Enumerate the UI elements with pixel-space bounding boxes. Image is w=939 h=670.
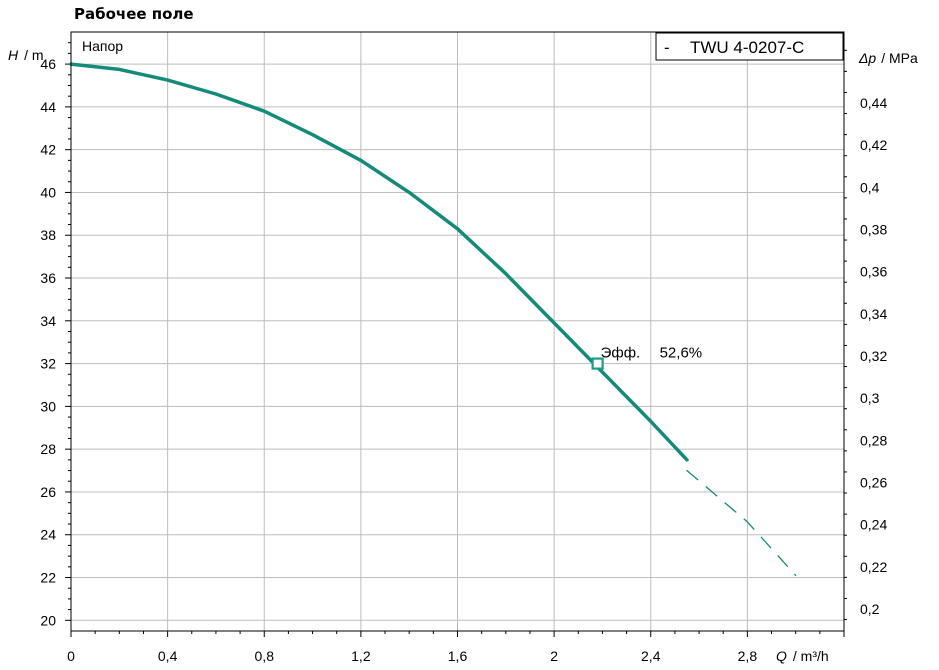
y-left-tick-label: 36 — [40, 270, 56, 286]
efficiency-point — [591, 357, 604, 370]
y-left-tick-label: 40 — [40, 184, 56, 200]
y-left-tick-label: 22 — [40, 570, 56, 586]
y-right-tick-label: 0,2 — [860, 601, 880, 617]
y-left-tick-label: 42 — [40, 142, 56, 158]
y-right-tick-label: 0,3 — [860, 390, 880, 406]
efficiency-label: Эфф. — [601, 345, 641, 362]
labels: 20222426283032343638404244460,20,220,240… — [8, 32, 918, 664]
x-tick-label: 2,4 — [641, 648, 661, 664]
y-right-tick-label: 0,42 — [860, 137, 887, 153]
y-right-tick-label: 0,24 — [860, 517, 887, 533]
x-tick-label: 2,8 — [738, 648, 758, 664]
y-right-tick-label: 0,32 — [860, 348, 887, 364]
x-tick-label: 2 — [550, 648, 558, 664]
y-left-tick-label: 32 — [40, 356, 56, 372]
chart-title: Рабочее поле — [74, 5, 194, 23]
y-left-tick-label: 28 — [40, 441, 56, 457]
y-right-tick-label: 0,44 — [860, 95, 887, 111]
legend-label: TWU 4-0207-C — [690, 38, 804, 57]
y-left-tick-label: 20 — [40, 612, 56, 628]
minor-ticks — [65, 42, 847, 637]
grid — [71, 32, 844, 631]
x-tick-label: 1,6 — [448, 648, 468, 664]
y-right-axis-label: Δp / MPa — [858, 50, 918, 66]
legend-box — [655, 32, 844, 61]
y-left-tick-label: 26 — [40, 484, 56, 500]
x-tick-label: 0 — [67, 648, 75, 664]
plot-frame — [70, 31, 845, 632]
y-right-tick-label: 0,28 — [860, 432, 887, 448]
efficiency-value: 52,6% — [660, 345, 703, 362]
y-left-tick-label: 38 — [40, 227, 56, 243]
y-right-tick-label: 0,36 — [860, 264, 887, 280]
y-right-tick-label: 0,4 — [860, 179, 880, 195]
y-left-tick-label: 46 — [40, 56, 56, 72]
series-line — [69, 62, 689, 462]
x-tick-label: 0,8 — [255, 648, 275, 664]
y-left-tick-label: 30 — [40, 398, 56, 414]
x-tick-label: 1,2 — [351, 648, 371, 664]
y-right-tick-label: 0,26 — [860, 475, 887, 491]
y-left-tick-label: 24 — [40, 527, 56, 543]
panel-label: Напор — [82, 38, 123, 54]
axes — [70, 31, 845, 632]
legend-marker: - — [664, 38, 670, 57]
y-right-tick-label: 0,34 — [860, 306, 887, 322]
x-axis-label: Q / m³/h — [776, 648, 829, 664]
y-left-tick-label: 34 — [40, 313, 56, 329]
y-left-axis-label: H / m — [8, 47, 44, 63]
series-line-dashed — [686, 469, 797, 577]
y-left-tick-label: 44 — [40, 99, 56, 115]
y-right-tick-label: 0,22 — [860, 559, 887, 575]
y-right-tick-label: 0,38 — [860, 222, 887, 238]
series-layer — [69, 62, 797, 577]
x-tick-label: 0,4 — [158, 648, 178, 664]
